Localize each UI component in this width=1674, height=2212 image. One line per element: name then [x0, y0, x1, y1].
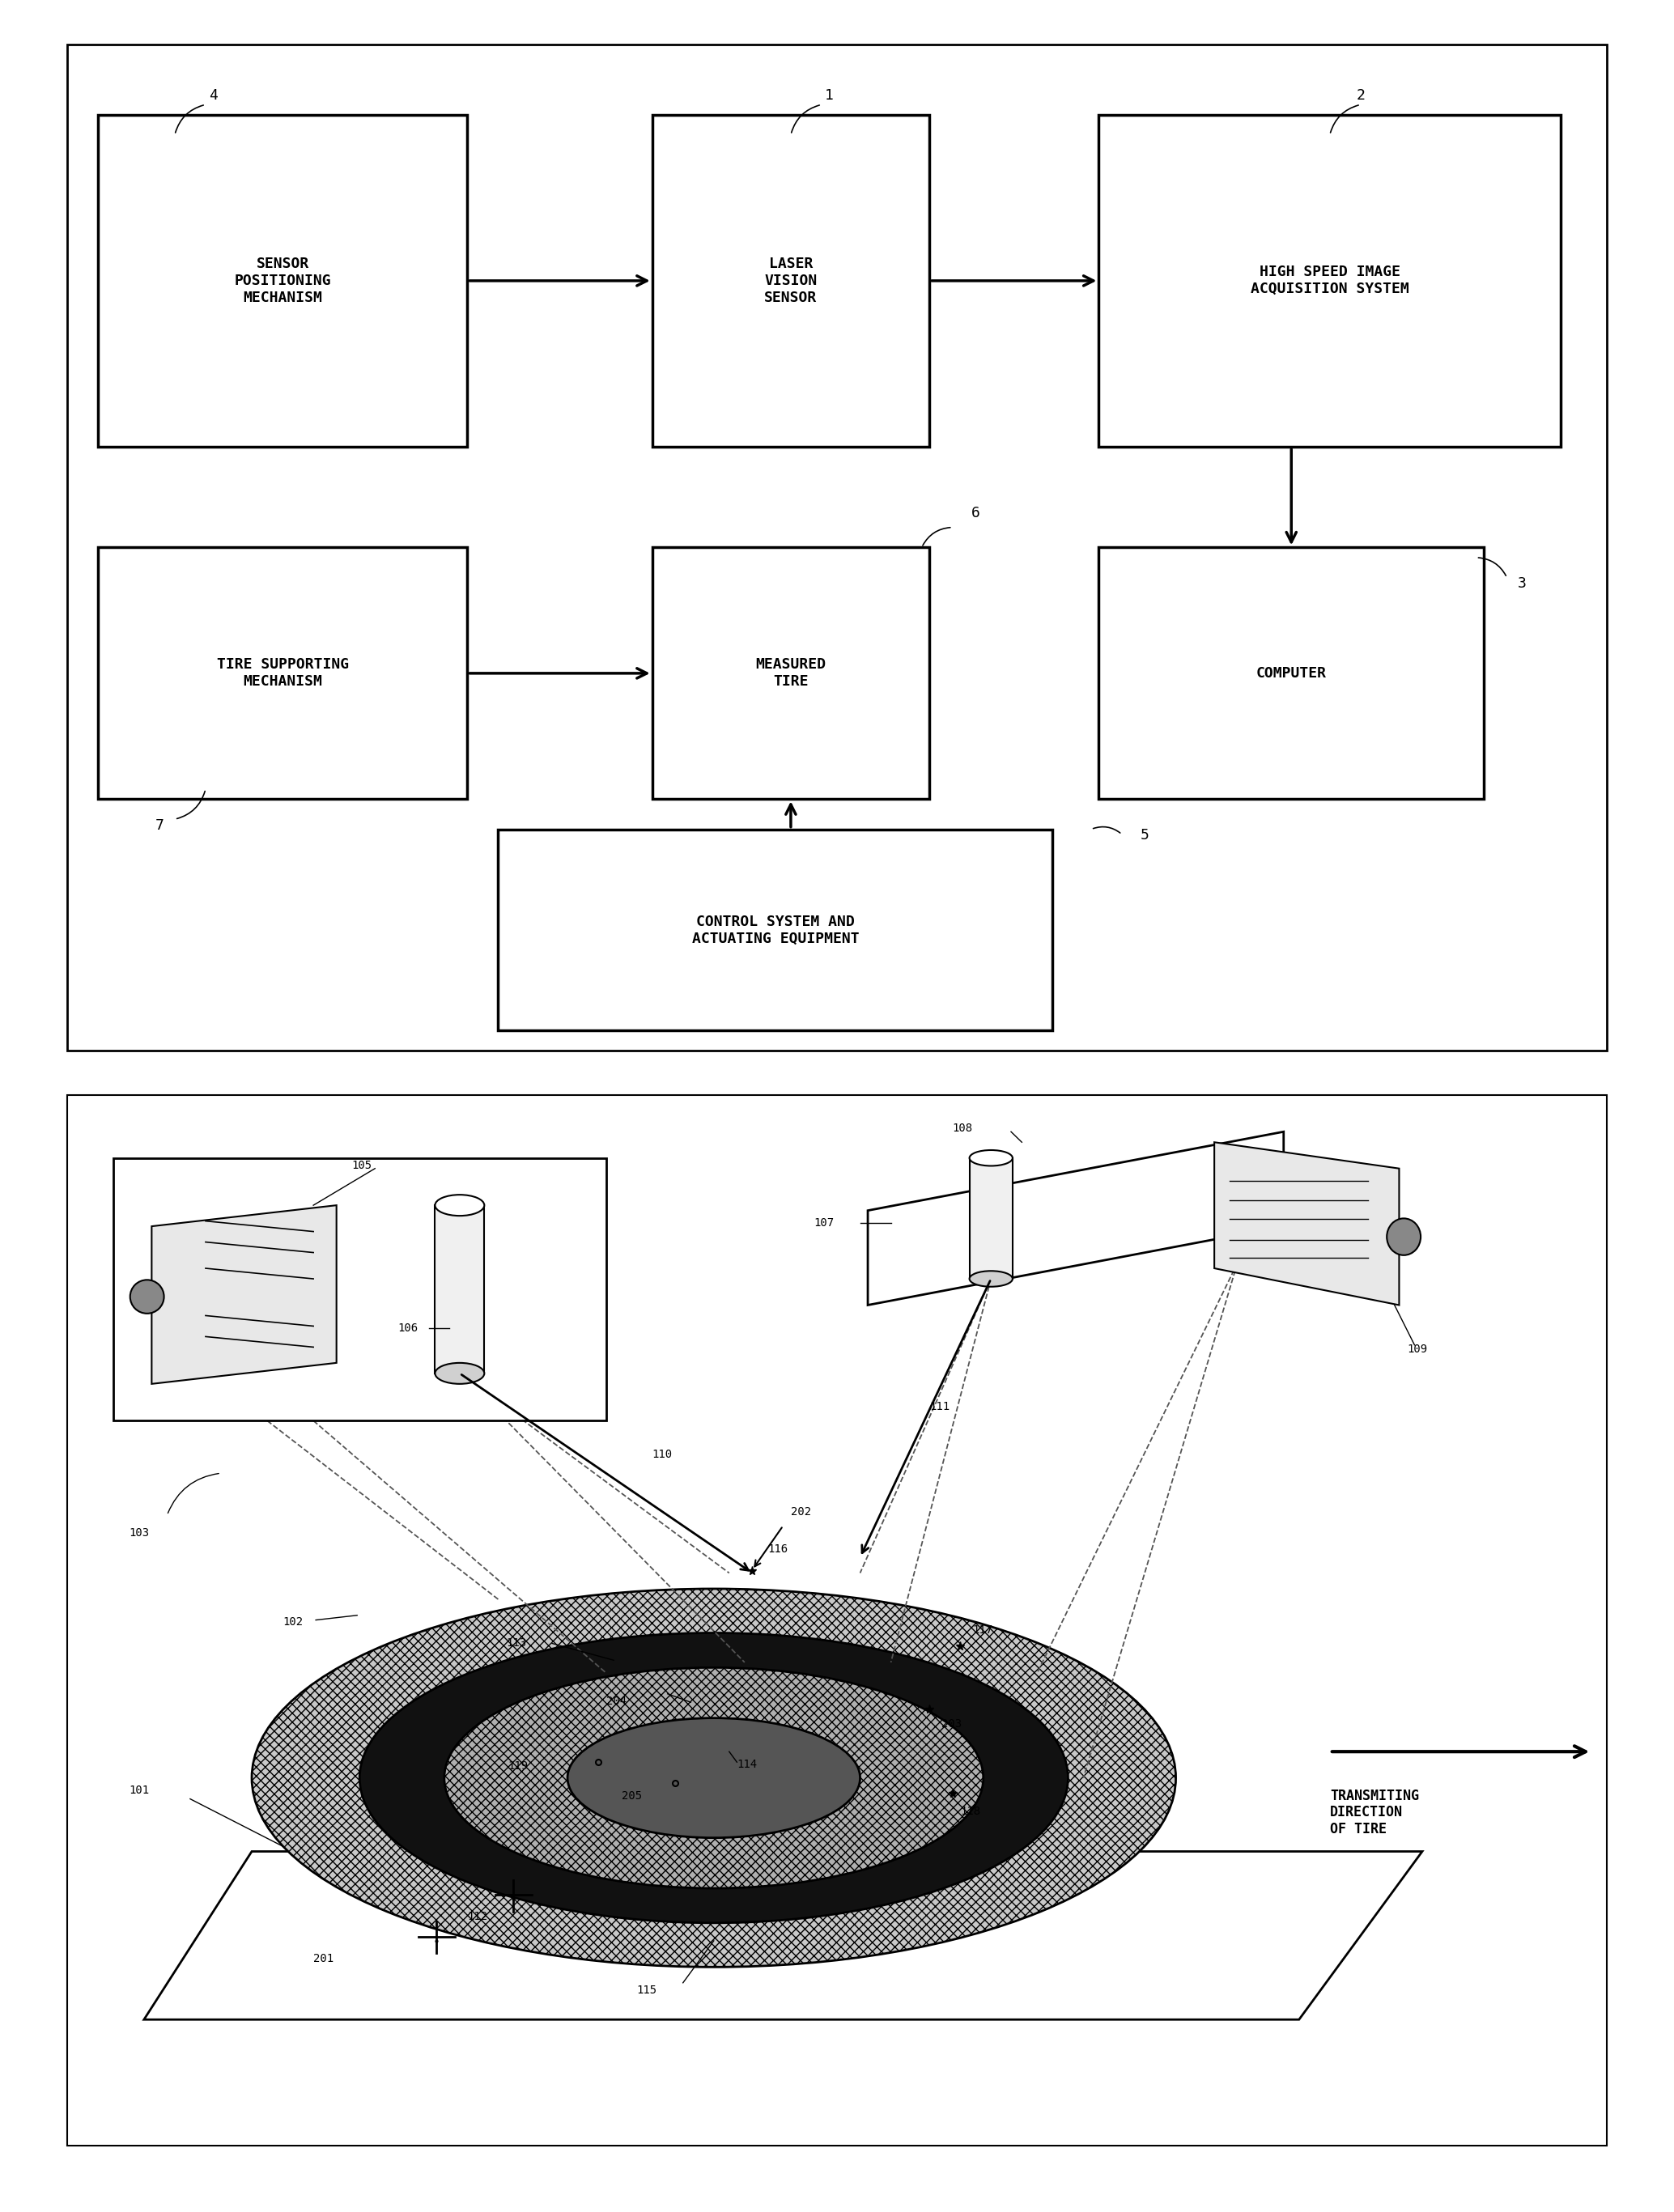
Text: 119: 119	[507, 1761, 527, 1772]
Bar	[114, 1159, 606, 1420]
Text: MEASURED
TIRE: MEASURED TIRE	[755, 657, 825, 688]
Text: 5: 5	[1140, 827, 1150, 843]
Ellipse shape	[444, 1668, 983, 1889]
Text: 116: 116	[768, 1544, 788, 1555]
Bar	[97, 115, 467, 447]
Text: 115: 115	[636, 1984, 658, 1995]
Ellipse shape	[567, 1719, 860, 1838]
Text: 3: 3	[1518, 577, 1527, 591]
Text: TRANSMITING
DIRECTION
OF TIRE: TRANSMITING DIRECTION OF TIRE	[1329, 1787, 1420, 1836]
Polygon shape	[144, 1851, 1423, 2020]
Text: 113: 113	[506, 1637, 526, 1648]
Text: COMPUTER: COMPUTER	[1256, 666, 1326, 681]
Text: 111: 111	[929, 1400, 949, 1413]
Text: 103: 103	[129, 1526, 149, 1540]
Ellipse shape	[435, 1363, 484, 1385]
Text: TIRE SUPPORTING
MECHANISM: TIRE SUPPORTING MECHANISM	[216, 657, 348, 688]
Text: SENSOR
POSITIONING
MECHANISM: SENSOR POSITIONING MECHANISM	[234, 257, 331, 305]
Bar	[435, 1206, 484, 1374]
Bar	[97, 549, 467, 799]
Text: 204: 204	[606, 1694, 626, 1708]
Bar	[653, 549, 929, 799]
Text: 101: 101	[129, 1785, 149, 1796]
Text: 108: 108	[953, 1124, 973, 1135]
Bar	[653, 115, 929, 447]
Text: LASER
VISION
SENSOR: LASER VISION SENSOR	[765, 257, 817, 305]
Text: 107: 107	[814, 1217, 834, 1228]
Bar	[1098, 549, 1483, 799]
Text: 1: 1	[825, 88, 834, 102]
Text: 117: 117	[973, 1624, 993, 1635]
Text: CONTROL SYSTEM AND
ACTUATING EQUIPMENT: CONTROL SYSTEM AND ACTUATING EQUIPMENT	[691, 914, 859, 945]
Text: 205: 205	[621, 1790, 641, 1801]
Text: 6: 6	[971, 507, 979, 520]
Text: 109: 109	[1406, 1343, 1428, 1354]
Text: 202: 202	[790, 1506, 812, 1517]
Text: 118: 118	[961, 1805, 981, 1816]
Bar	[499, 830, 1053, 1031]
Text: 201: 201	[313, 1953, 333, 1964]
Ellipse shape	[360, 1632, 1068, 1922]
Text: 102: 102	[283, 1617, 303, 1628]
Text: 114: 114	[737, 1759, 757, 1770]
Polygon shape	[152, 1206, 336, 1385]
Ellipse shape	[435, 1194, 484, 1217]
Text: HIGH SPEED IMAGE
ACQUISITION SYSTEM: HIGH SPEED IMAGE ACQUISITION SYSTEM	[1250, 265, 1410, 296]
Polygon shape	[1214, 1141, 1399, 1305]
Text: 112: 112	[467, 1911, 487, 1922]
Bar	[1098, 115, 1560, 447]
Bar	[969, 1159, 1013, 1279]
Text: 2: 2	[1356, 88, 1364, 102]
Polygon shape	[867, 1133, 1284, 1305]
Text: 110: 110	[653, 1449, 673, 1460]
Ellipse shape	[1386, 1219, 1421, 1254]
Ellipse shape	[969, 1272, 1013, 1287]
Ellipse shape	[251, 1588, 1175, 1966]
Text: 106: 106	[398, 1323, 418, 1334]
Ellipse shape	[969, 1150, 1013, 1166]
Text: 7: 7	[156, 818, 164, 832]
Ellipse shape	[131, 1281, 164, 1314]
Text: 105: 105	[352, 1159, 372, 1170]
Text: 203: 203	[942, 1719, 963, 1730]
Text: 4: 4	[209, 88, 218, 102]
